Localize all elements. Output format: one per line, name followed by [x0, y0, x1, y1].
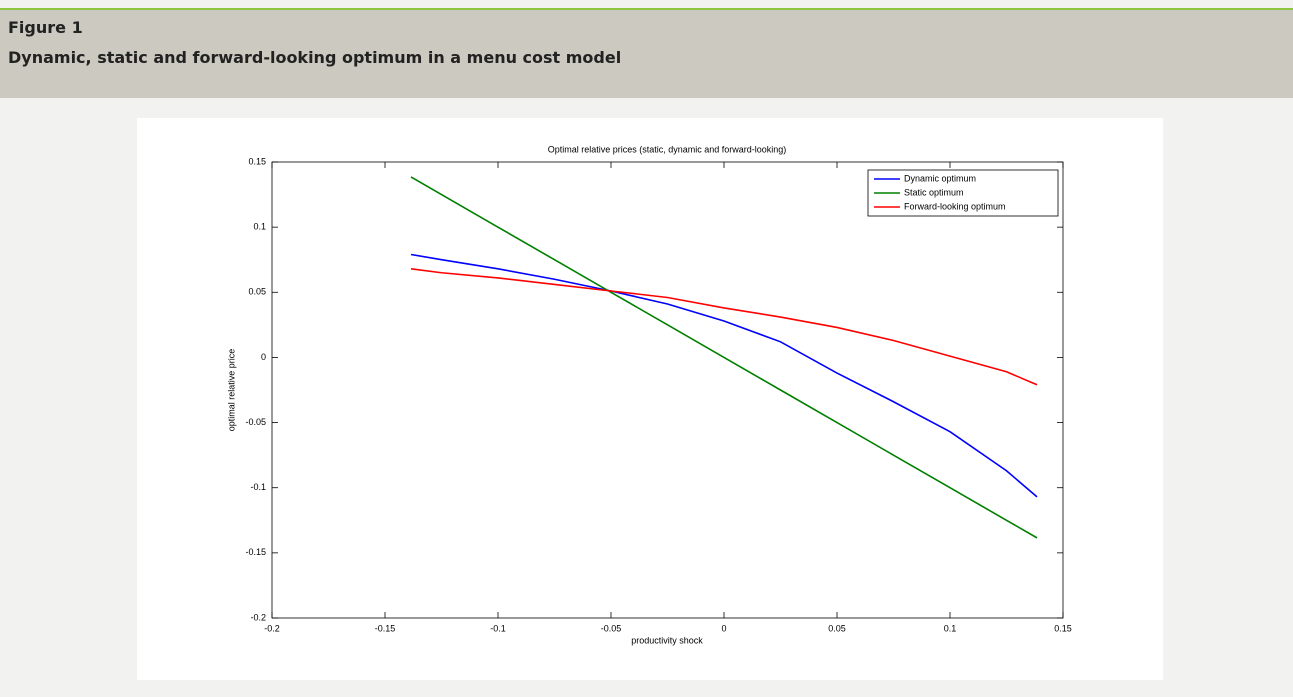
y-tick-label: -0.05 [245, 417, 266, 427]
x-tick-label: 0.05 [828, 623, 846, 633]
y-tick-label: 0.1 [253, 222, 266, 232]
top-rule [0, 8, 1293, 10]
x-tick-label: 0.15 [1054, 623, 1072, 633]
y-axis-label: optimal relative price [226, 349, 236, 432]
y-tick-label: 0 [261, 352, 266, 362]
y-tick-label: -0.1 [250, 482, 266, 492]
legend-label: Forward-looking optimum [904, 201, 1006, 211]
x-tick-label: 0 [721, 623, 726, 633]
series-line [410, 176, 1038, 539]
y-tick-label: 0.05 [248, 287, 266, 297]
y-tick-label: 0.15 [248, 156, 266, 166]
figure-header: Figure 1 Dynamic, static and forward-loo… [0, 10, 1293, 98]
series-line [410, 268, 1038, 386]
x-tick-label: -0.1 [490, 623, 506, 633]
legend-label: Static optimum [904, 187, 964, 197]
x-tick-label: -0.15 [375, 623, 396, 633]
x-tick-label: 0.1 [944, 623, 957, 633]
figure-title: Dynamic, static and forward-looking opti… [8, 48, 622, 67]
chart-title: Optimal relative prices (static, dynamic… [548, 144, 787, 154]
y-tick-label: -0.15 [245, 547, 266, 557]
x-tick-label: -0.05 [601, 623, 622, 633]
legend-label: Dynamic optimum [904, 173, 976, 183]
series-line [410, 253, 1038, 498]
y-tick-label: -0.2 [250, 612, 266, 622]
plot-frame [271, 161, 1064, 619]
x-tick-label: -0.2 [264, 623, 280, 633]
x-axis-label: productivity shock [631, 635, 703, 645]
figure-label: Figure 1 [8, 18, 83, 37]
